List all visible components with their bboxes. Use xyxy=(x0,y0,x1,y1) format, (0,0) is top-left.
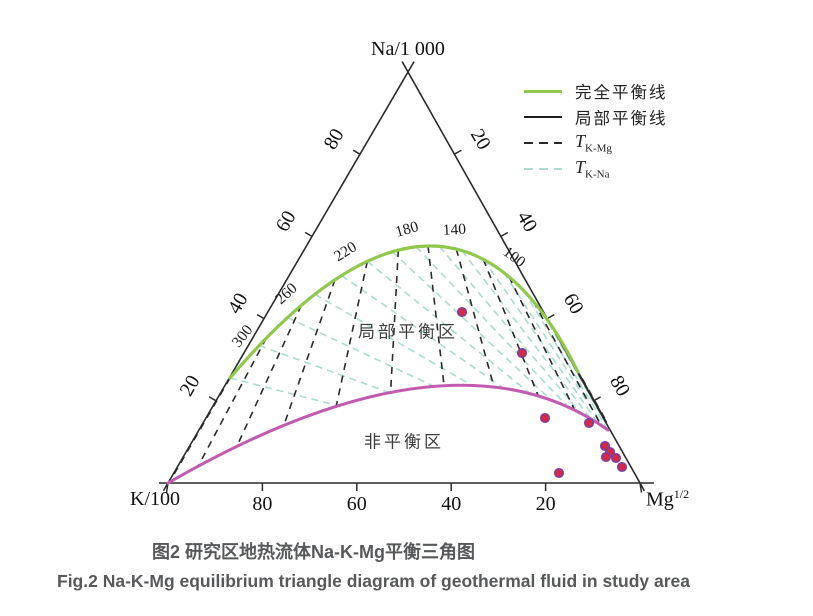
legend-t-symbol: T xyxy=(575,157,586,178)
t-k-na-isotherm-line xyxy=(366,260,531,395)
data-point xyxy=(516,347,528,359)
legend-line-solid-black xyxy=(524,115,562,119)
isotherm-temperature-label: 180 xyxy=(393,218,420,241)
full-equilibrium-curve xyxy=(228,244,580,380)
isotherm-temperature-label: 300 xyxy=(229,322,257,351)
t-k-mg-isotherm-line xyxy=(455,248,496,389)
data-point xyxy=(616,461,628,473)
isotherm-temperature-label: 140 xyxy=(442,221,466,239)
t-k-mg-isotherm-line xyxy=(482,259,540,397)
bottom-edge-tick-label: 80 xyxy=(252,493,272,515)
left-edge-tick-label: 20 xyxy=(176,372,205,400)
bottom-edge-tick-label: 40 xyxy=(441,493,461,515)
isotherm-temperature-label: 220 xyxy=(331,238,360,265)
mg-axis-label-exponent: 1/2 xyxy=(673,487,690,501)
right-edge-tick xyxy=(500,231,509,238)
legend-t-subscript: K-Na xyxy=(585,168,610,181)
t-k-na-isotherm-line xyxy=(229,377,339,407)
t-k-mg-isotherm-line xyxy=(532,300,603,427)
t-k-mg-isotherm-line xyxy=(197,337,268,468)
t-k-na-isotherm-line xyxy=(503,272,605,428)
legend-label: 完全平衡线 xyxy=(575,84,668,102)
triangle-left-edge xyxy=(162,61,415,492)
isotherm-temperature-label: 100 xyxy=(500,243,529,271)
legend-item-t-k-na: TK-Na xyxy=(524,156,668,182)
right-edge-tick xyxy=(546,314,555,320)
left-edge-tick xyxy=(256,313,265,320)
caption-english: Fig.2 Na-K-Mg equilibrium triangle diagr… xyxy=(57,571,690,591)
legend-item-partial-equilibrium: 局部平衡线 xyxy=(524,104,668,130)
t-k-na-isotherm-line xyxy=(391,251,553,402)
t-k-na-isotherm-line xyxy=(523,290,608,428)
right-edge-tick-label: 20 xyxy=(466,125,495,153)
left-edge-tick xyxy=(304,231,313,238)
right-vertex-tick xyxy=(639,482,643,493)
legend-label: TK-Na xyxy=(575,157,609,180)
legend: 完全平衡线 局部平衡线 TK-Mg TK-Na xyxy=(524,78,668,182)
data-point xyxy=(553,467,565,479)
data-point xyxy=(583,417,595,429)
legend-item-t-k-mg: TK-Mg xyxy=(524,130,668,156)
left-edge-tick xyxy=(208,396,217,402)
mg-axis-label: Mg1/2 xyxy=(646,487,689,512)
t-k-mg-isotherm-line xyxy=(389,250,400,394)
bottom-edge-tick-label: 60 xyxy=(347,493,367,515)
region-label-non-equilibrium: 非平衡区 xyxy=(364,432,444,452)
bottom-edge-tick-label: 20 xyxy=(536,493,556,515)
t-k-na-isotherm-line xyxy=(541,312,608,425)
legend-t-subscript: K-Mg xyxy=(585,142,612,155)
k-axis-label: K/100 xyxy=(130,488,180,510)
left-edge-tick-label: 40 xyxy=(224,289,253,317)
legend-t-symbol: T xyxy=(575,131,586,152)
t-k-na-isotherm-line xyxy=(287,316,435,388)
t-k-na-isotherm-line xyxy=(482,258,600,426)
left-edge-tick-label: 80 xyxy=(320,125,349,153)
caption-chinese: 图2 研究区地热流体Na-K-Mg平衡三角图 xyxy=(152,542,475,562)
t-k-na-isotherm-line xyxy=(415,246,570,409)
apex-axis-label: Na/1 000 xyxy=(371,38,445,60)
data-point xyxy=(600,451,612,463)
data-point xyxy=(610,452,622,464)
ternary-diagram: 20 40 60 80 20 40 60 80 80 60 40 20 300 260 220 180 140 1… xyxy=(159,61,654,515)
partial-equilibrium-curve xyxy=(166,383,610,485)
right-edge-tick-label: 80 xyxy=(605,372,634,400)
region-label-partial-equilibrium: 局部平衡区 xyxy=(358,322,458,342)
legend-label: 局部平衡线 xyxy=(575,110,668,128)
legend-line-dashed-teal xyxy=(524,168,562,170)
legend-label: TK-Mg xyxy=(575,131,612,154)
t-k-na-isotherm-line xyxy=(341,274,505,390)
legend-line-dashed-black xyxy=(524,142,562,144)
mg-axis-label-base: Mg xyxy=(646,488,674,511)
legend-line-solid-green xyxy=(524,89,562,93)
isotherm-temperature-label: 260 xyxy=(272,279,301,307)
left-edge-tick xyxy=(352,149,361,155)
t-k-na-isotherm-line xyxy=(314,293,473,387)
right-edge-tick xyxy=(454,149,462,155)
right-edge-tick-label: 60 xyxy=(559,290,588,318)
left-edge-tick-label: 60 xyxy=(272,207,301,235)
data-point xyxy=(456,306,468,318)
triangle-right-edge xyxy=(401,61,646,492)
t-k-mg-isotherm-line xyxy=(235,305,303,448)
right-edge-tick xyxy=(593,396,601,402)
left-vertex-tick xyxy=(165,482,169,493)
t-k-mg-isotherm-line xyxy=(282,279,336,428)
data-point xyxy=(539,412,551,424)
t-k-mg-isotherm-line xyxy=(427,245,446,388)
right-edge-tick-label: 40 xyxy=(512,207,541,235)
legend-item-full-equilibrium: 完全平衡线 xyxy=(524,78,668,104)
